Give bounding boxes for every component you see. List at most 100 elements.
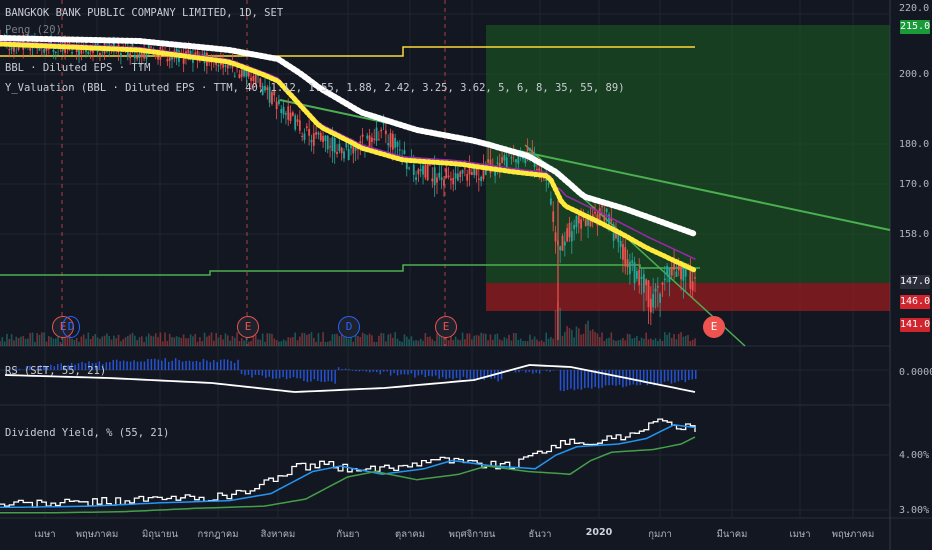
candle-body: [377, 139, 380, 141]
rs-histogram-bar: [206, 360, 208, 370]
volume-bar: [510, 340, 513, 346]
volume-bar: [382, 333, 385, 346]
candle-body: [505, 157, 508, 168]
rs-histogram-bar: [611, 370, 614, 386]
rs-histogram-bar: [306, 370, 309, 383]
candle-body: [43, 48, 46, 53]
candle-body: [598, 208, 601, 220]
volume-bar: [78, 341, 80, 346]
candle-body: [480, 176, 483, 182]
earnings-badge-upcoming[interactable]: E: [703, 316, 725, 338]
candle-body: [484, 169, 487, 175]
candle-body: [133, 54, 136, 59]
rs-histogram-bar: [695, 370, 697, 379]
candle-body: [538, 168, 541, 173]
candle-body: [375, 127, 378, 141]
rs-histogram-bar: [98, 361, 101, 370]
volume-bar: [120, 341, 122, 346]
volume-bar: [264, 341, 266, 346]
candle-body: [99, 53, 101, 56]
x-label: กรกฎาคม: [197, 529, 239, 540]
rs-histogram-bar: [323, 370, 326, 382]
candle-body: [78, 48, 80, 55]
rs-histogram-bar: [8, 370, 10, 372]
candle-body: [254, 72, 257, 85]
volume-bar: [64, 334, 66, 346]
volume-bar: [398, 340, 401, 346]
volume-bar: [54, 338, 57, 346]
earnings-badge[interactable]: E: [237, 316, 259, 338]
volume-bar: [415, 340, 417, 346]
rs-histogram-bar: [667, 370, 669, 381]
rs-histogram-bar: [674, 370, 676, 383]
rs-histogram-bar: [417, 370, 420, 376]
volume-bar: [161, 341, 164, 346]
volume-bar: [189, 334, 192, 346]
rs-histogram-bar: [441, 370, 444, 378]
candle-body: [315, 132, 318, 135]
candle-body: [443, 179, 445, 186]
earnings-badge[interactable]: E: [435, 316, 457, 338]
volume-bar: [622, 337, 624, 346]
volume-bar: [117, 334, 120, 346]
volume-bar: [43, 332, 45, 346]
rs-histogram-bar: [636, 370, 638, 386]
volume-bar: [661, 340, 664, 346]
rs-histogram-bar: [112, 359, 114, 370]
candle-body: [529, 147, 531, 151]
rs-histogram-bar: [566, 370, 569, 390]
rs-histogram-bar: [105, 362, 108, 370]
candle-body: [240, 69, 243, 77]
candle-body: [603, 213, 606, 224]
volume-bar: [317, 333, 320, 346]
volume-bar: [601, 332, 603, 346]
volume-bar: [380, 333, 383, 346]
candle-body: [673, 262, 675, 270]
candle-body: [224, 65, 227, 67]
volume-bar: [468, 333, 471, 346]
candle-body: [310, 139, 313, 143]
rs-histogram-bar: [209, 362, 212, 370]
rs-histogram-bar: [102, 364, 104, 370]
candle-body: [389, 132, 392, 148]
volume-bar: [10, 334, 13, 346]
volume-bar: [657, 341, 659, 346]
volume-bar: [482, 333, 485, 346]
indicator-legend-2: BBL · Diluted EPS · TTM: [5, 62, 151, 74]
rs-histogram-bar: [639, 370, 642, 386]
rs-histogram-bar: [400, 370, 402, 375]
candle-body: [554, 232, 557, 242]
rs-histogram-bar: [514, 370, 517, 373]
volume-bar: [354, 332, 357, 346]
candle-body: [71, 52, 73, 54]
rs-histogram-bar: [486, 370, 489, 378]
candle-body: [345, 142, 348, 148]
candle-body: [143, 48, 146, 59]
volume-bar: [326, 341, 329, 346]
rs-histogram-bar: [535, 370, 538, 373]
candle-body: [366, 135, 369, 139]
x-label: มิถุนายน: [142, 529, 178, 540]
rs-histogram-bar: [428, 370, 430, 376]
rs-histogram-bar: [431, 370, 433, 377]
volume-bar: [61, 335, 64, 346]
rs-histogram-bar: [480, 370, 482, 379]
volume-bar: [0, 341, 1, 346]
volume-bar: [157, 337, 159, 346]
dividend-badge[interactable]: D: [338, 316, 360, 338]
candle-body: [577, 215, 580, 224]
volume-bar: [680, 332, 682, 346]
candle-body: [461, 169, 464, 174]
candle-body: [684, 266, 687, 277]
candle-body: [589, 217, 592, 227]
rs-histogram-bar: [622, 370, 624, 388]
dividend-badge[interactable]: D: [62, 316, 80, 338]
volume-bar: [226, 335, 229, 346]
candle-body: [626, 259, 629, 268]
volume-bar: [447, 340, 450, 346]
volume-bar: [257, 339, 259, 346]
volume-bar: [292, 337, 294, 346]
candle-body: [259, 78, 262, 88]
volume-bar: [677, 333, 680, 346]
